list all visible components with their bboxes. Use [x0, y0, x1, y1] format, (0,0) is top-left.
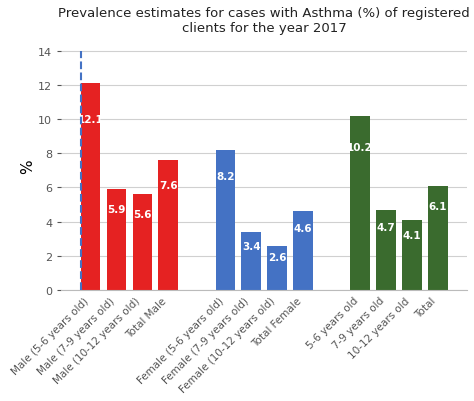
Bar: [216, 150, 235, 290]
Text: 4.7: 4.7: [377, 222, 395, 232]
Bar: [81, 84, 100, 290]
Text: 4.1: 4.1: [402, 231, 421, 241]
Text: 8.2: 8.2: [216, 172, 235, 181]
Text: 5.6: 5.6: [133, 209, 152, 219]
Text: 6.1: 6.1: [428, 202, 447, 212]
Bar: [293, 212, 313, 290]
Bar: [350, 116, 370, 290]
Bar: [428, 186, 447, 290]
Bar: [107, 190, 126, 290]
Bar: [133, 195, 152, 290]
Text: 2.6: 2.6: [268, 253, 286, 263]
Text: 12.1: 12.1: [78, 115, 103, 125]
Bar: [158, 161, 178, 290]
Y-axis label: %: %: [20, 159, 35, 174]
Text: 10.2: 10.2: [347, 142, 373, 152]
Text: 4.6: 4.6: [294, 224, 312, 234]
Bar: [241, 232, 261, 290]
Title: Prevalence estimates for cases with Asthma (%) of registered
clients for the yea: Prevalence estimates for cases with Asth…: [58, 7, 470, 35]
Text: 7.6: 7.6: [159, 180, 178, 190]
Bar: [402, 221, 422, 290]
Text: 3.4: 3.4: [242, 241, 261, 251]
Text: 5.9: 5.9: [107, 205, 126, 215]
Bar: [376, 210, 396, 290]
Bar: [267, 246, 287, 290]
